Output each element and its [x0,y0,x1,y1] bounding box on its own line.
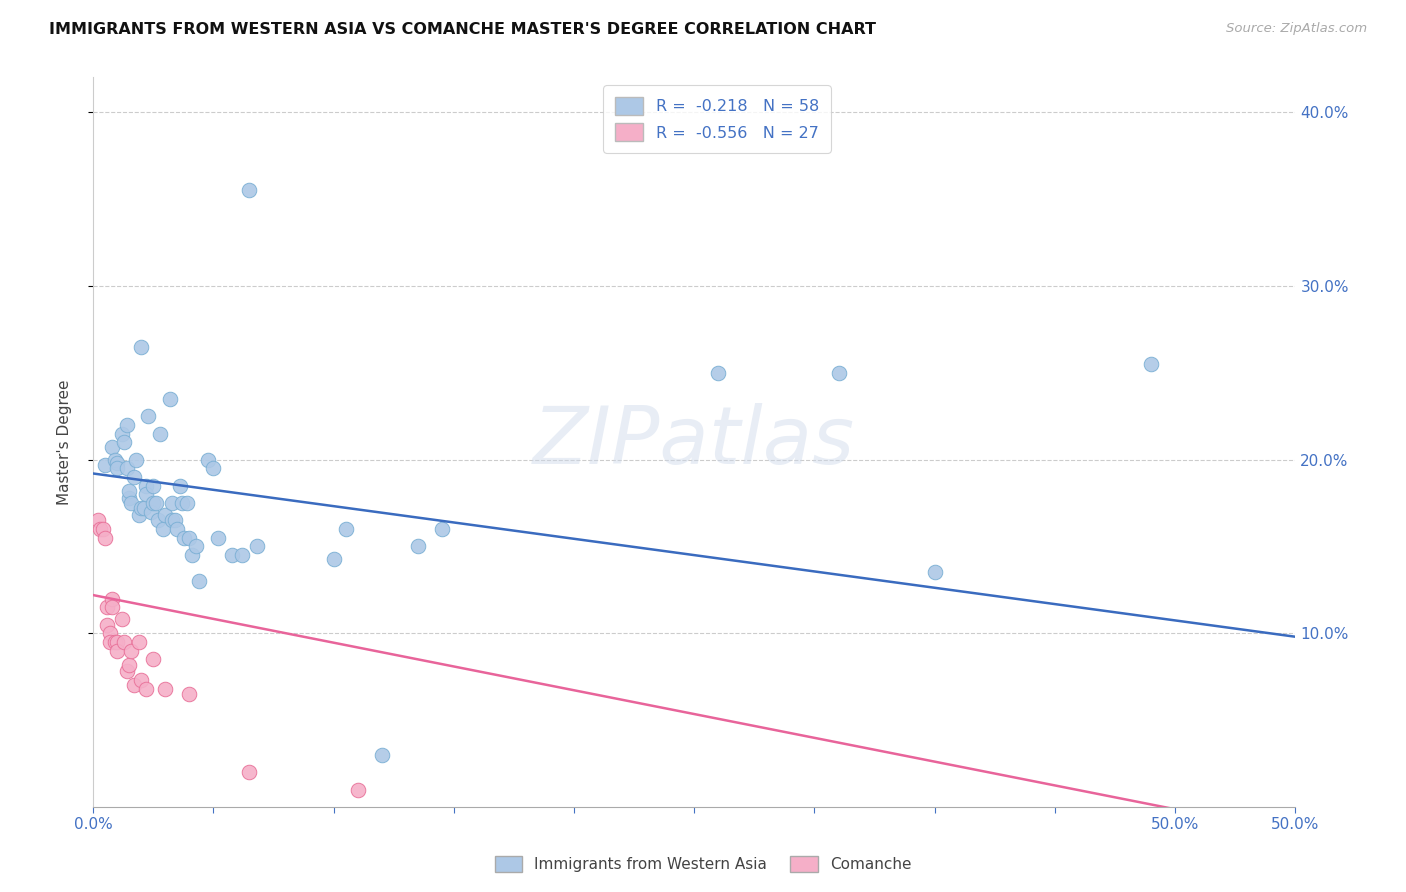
Point [146,513,169,527]
Point [135,681,157,696]
Point [197,452,219,467]
Point [112,635,135,649]
Point [166,522,188,536]
Point [221,548,243,562]
Point [129,340,152,354]
Text: Source: ZipAtlas.com: Source: ZipAtlas.com [1226,22,1367,36]
Point [96,600,118,615]
Point [118,491,141,505]
Point [121,496,143,510]
Point [101,591,124,606]
Point [1140,357,1163,371]
Point [238,183,260,197]
Point [115,417,138,432]
Point [122,678,145,692]
Point [430,522,453,536]
Point [115,461,138,475]
Text: IMMIGRANTS FROM WESTERN ASIA VS COMANCHE MASTER'S DEGREE CORRELATION CHART: IMMIGRANTS FROM WESTERN ASIA VS COMANCHE… [49,22,876,37]
Point [104,635,127,649]
Point [145,496,167,510]
Point [231,548,253,562]
Point [104,452,127,467]
Point [346,782,368,797]
Point [101,600,124,615]
Point [187,574,209,589]
Point [98,626,121,640]
Point [142,652,165,666]
Point [112,435,135,450]
Point [163,513,186,527]
Point [173,531,195,545]
Point [153,508,176,523]
Point [91,522,114,536]
Point [115,665,138,679]
Point [186,540,208,554]
Point [202,461,225,475]
Point [707,366,730,380]
Point [162,496,184,510]
Point [169,478,191,492]
Point [111,426,134,441]
Point [176,496,198,510]
Point [180,548,202,562]
Point [135,487,157,501]
Point [335,522,357,536]
Point [924,566,946,580]
Point [179,531,201,545]
Point [118,483,141,498]
Point [87,513,110,527]
Point [245,540,267,554]
Point [153,681,176,696]
Point [238,765,260,780]
Point [139,505,162,519]
Text: ZIPatlas: ZIPatlas [533,403,855,481]
Point [149,426,172,441]
Point [159,392,181,406]
Point [121,643,143,657]
Point [105,635,128,649]
Point [827,366,849,380]
Point [179,687,201,701]
Point [162,513,184,527]
Legend: R =  -0.218   N = 58, R =  -0.556   N = 27: R = -0.218 N = 58, R = -0.556 N = 27 [603,86,831,153]
Point [370,747,392,762]
Point [101,441,124,455]
Point [322,551,344,566]
Point [170,496,193,510]
Point [96,617,118,632]
Point [122,470,145,484]
Legend: Immigrants from Western Asia, Comanche: Immigrants from Western Asia, Comanche [486,848,920,880]
Point [98,635,121,649]
Point [94,458,117,472]
Point [118,657,141,672]
Point [111,612,134,626]
Point [152,522,174,536]
Point [105,456,128,470]
Point [132,501,155,516]
Point [129,673,152,688]
Point [125,452,148,467]
Y-axis label: Master's Degree: Master's Degree [58,379,72,505]
Point [142,478,165,492]
Point [105,461,128,475]
Point [128,635,150,649]
Point [94,531,117,545]
Point [136,409,159,424]
Point [135,478,157,492]
Point [129,501,152,516]
Point [406,540,429,554]
Point [89,522,111,536]
Point [128,508,150,523]
Point [142,496,165,510]
Point [207,531,229,545]
Point [105,643,128,657]
